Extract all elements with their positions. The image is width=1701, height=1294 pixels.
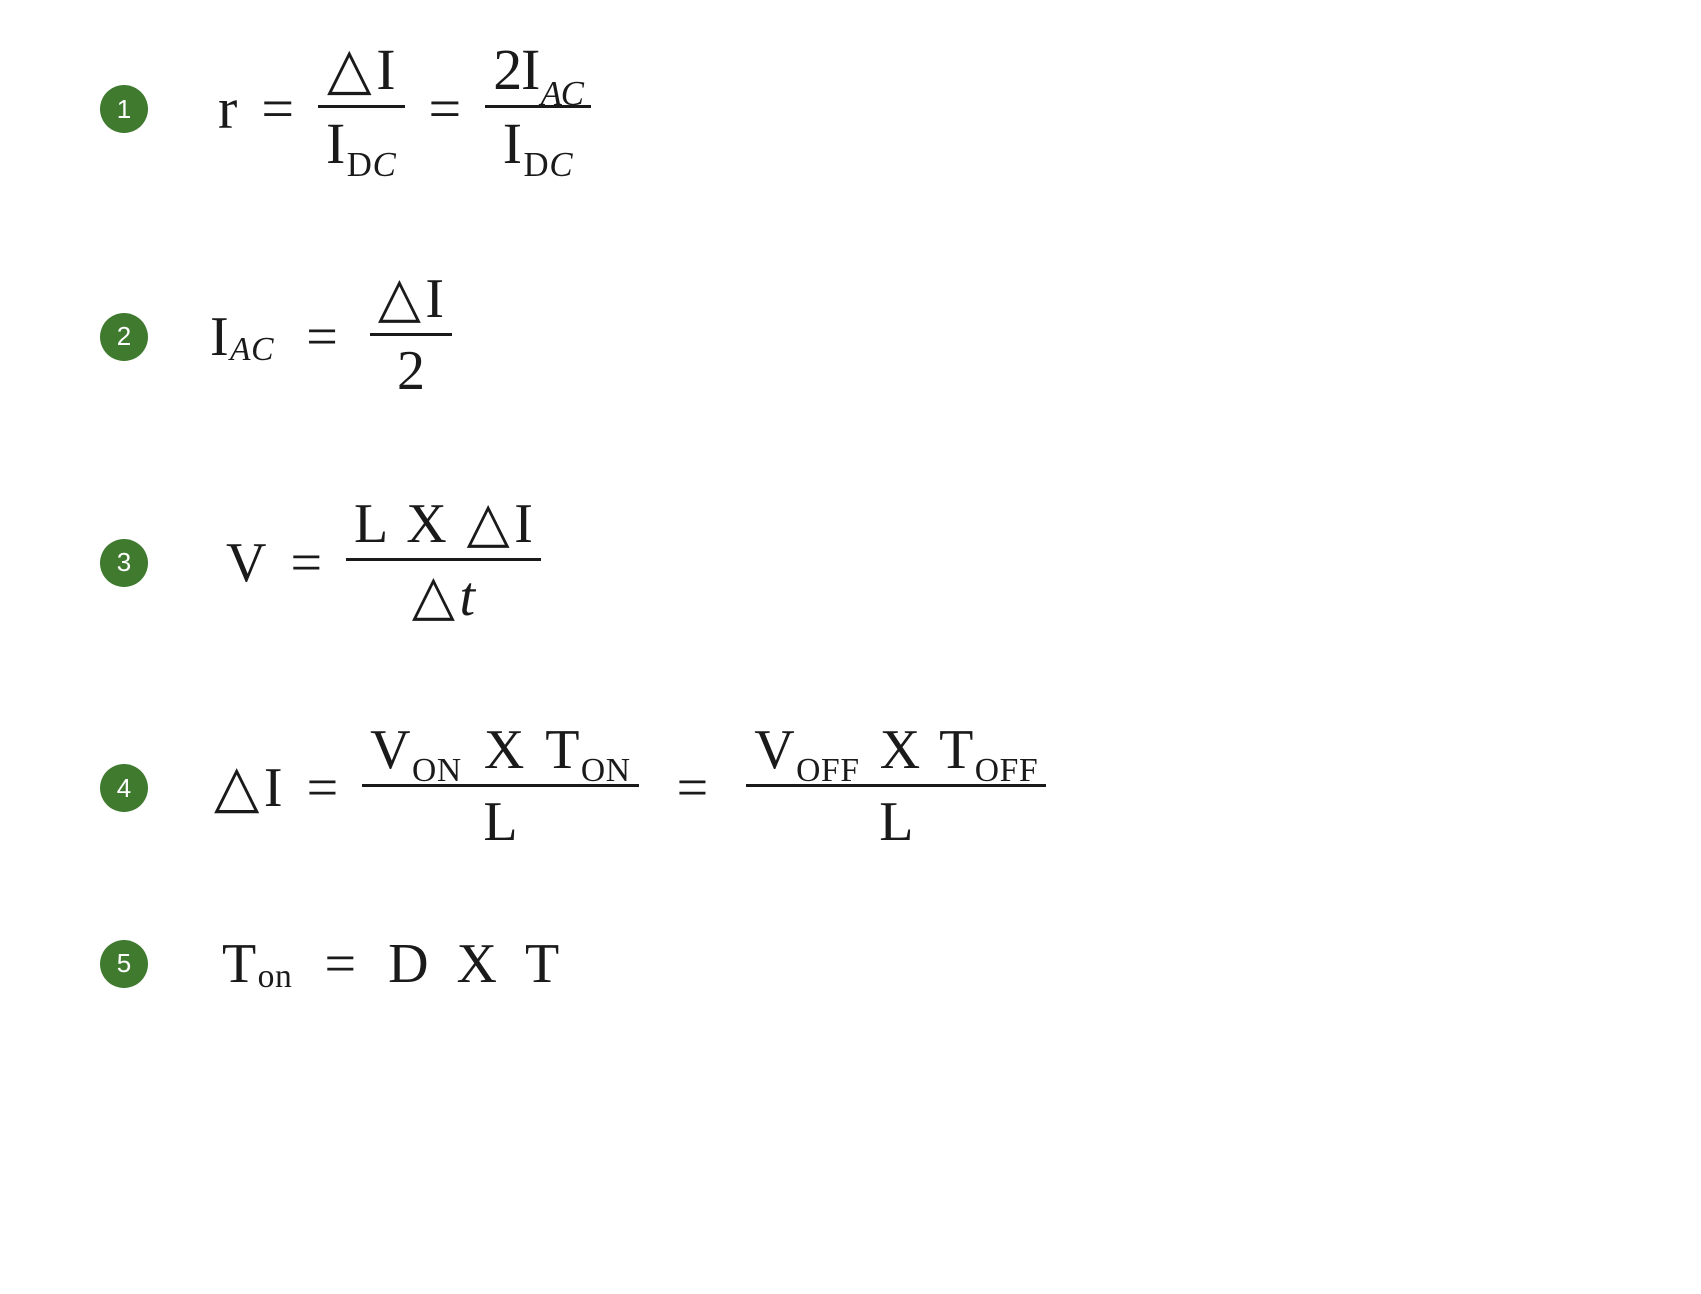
equation-number-badge: 1	[100, 85, 148, 133]
lhs-base: I	[210, 309, 229, 365]
fraction-denominator: IDC	[495, 108, 581, 179]
fraction-numerator: L X △I	[346, 494, 541, 558]
num-var-b-sub: OFF	[975, 752, 1039, 789]
equation-index: 1	[117, 94, 131, 125]
fraction-numerator: VOFF X TOFF	[746, 721, 1046, 784]
equals-sign: =	[311, 936, 371, 992]
lhs-term: △I	[214, 759, 283, 818]
equation-index: 2	[117, 321, 131, 352]
num-var-a-sub: OFF	[796, 752, 860, 789]
equals-sign: =	[423, 80, 468, 138]
delta-icon: △	[378, 268, 421, 327]
fraction: VOFF X TOFF L	[746, 721, 1046, 856]
equation-row: 5 Ton = D X T	[100, 936, 1701, 992]
sub-part: D	[523, 145, 549, 184]
num-b: I	[514, 493, 533, 555]
sub-part: C	[549, 145, 573, 184]
equation-row: 3 V = L X △I △t	[100, 494, 1701, 631]
rhs-a: D	[388, 936, 428, 992]
den-variable: t	[459, 566, 475, 628]
denominator-base: I	[326, 111, 345, 176]
equation-index: 3	[117, 547, 131, 578]
numerator-lead: 2I	[493, 37, 539, 102]
equation-number-badge: 5	[100, 940, 148, 988]
equation-number-badge: 4	[100, 764, 148, 812]
equation-index: 5	[117, 948, 131, 979]
fraction-denominator: IDC	[318, 108, 404, 179]
lhs-subscript: AC	[230, 333, 274, 367]
numerator-subscript: AC	[541, 74, 583, 113]
equals-sign: =	[255, 80, 300, 138]
lhs-variable: r	[218, 80, 237, 138]
equation-body: △I = VON X TON L = VOFF X TOFF	[214, 721, 1046, 856]
num-var-a: V	[754, 719, 794, 781]
num-var-b-sub: ON	[581, 752, 631, 789]
equation-body: V = L X △I △t	[226, 494, 541, 631]
fraction-denominator: L	[475, 787, 525, 856]
denominator-base: I	[503, 111, 522, 176]
denominator-subscript: DC	[523, 145, 573, 184]
fraction-denominator: △t	[404, 561, 483, 631]
equation-body: IAC = △I 2	[210, 269, 452, 405]
num-var-a: V	[370, 719, 410, 781]
fraction-numerator: 2IAC	[485, 40, 591, 105]
num-var-b: T	[545, 719, 579, 781]
denominator-subscript: DC	[347, 145, 397, 184]
equation-row: 4 △I = VON X TON L = VOFF X TOF	[100, 721, 1701, 856]
num-var-a-sub: ON	[412, 752, 462, 789]
times-icon: X	[874, 719, 926, 781]
delta-icon: △	[327, 39, 372, 100]
times-icon: X	[447, 936, 507, 992]
lhs-term: Ton	[222, 936, 293, 992]
lhs-base: T	[222, 936, 256, 992]
lhs-variable: I	[264, 760, 283, 816]
delta-icon: △	[467, 493, 510, 552]
times-icon: X	[400, 493, 452, 555]
lhs-term: IAC	[210, 309, 274, 365]
fraction: VON X TON L	[362, 721, 639, 856]
fraction: 2IAC IDC	[485, 40, 591, 179]
equations-page: 1 r = △I IDC = 2IAC IDC	[0, 0, 1701, 1294]
fraction: △I IDC	[318, 40, 404, 179]
fraction: L X △I △t	[346, 494, 541, 631]
rhs-b: T	[525, 936, 559, 992]
equals-sign: =	[657, 760, 729, 816]
fraction-denominator: 2	[389, 336, 433, 405]
numerator-text: I	[376, 37, 395, 102]
num-a: L	[354, 493, 386, 555]
fraction: △I 2	[370, 269, 452, 405]
equals-sign: =	[301, 760, 345, 816]
equation-body: Ton = D X T	[222, 936, 559, 992]
equation-number-badge: 2	[100, 313, 148, 361]
times-icon: X	[476, 719, 532, 781]
fraction-numerator: VON X TON	[362, 721, 639, 784]
numerator-text: I	[425, 268, 444, 330]
equals-sign: =	[292, 309, 352, 365]
lhs-subscript: on	[258, 960, 293, 994]
equals-sign: =	[284, 535, 328, 591]
equation-index: 4	[117, 773, 131, 804]
equation-body: r = △I IDC = 2IAC IDC	[218, 40, 591, 179]
sub-part: C	[373, 145, 397, 184]
delta-icon: △	[214, 758, 259, 817]
sub-part: D	[347, 145, 373, 184]
equation-number-badge: 3	[100, 539, 148, 587]
delta-icon: △	[412, 566, 455, 625]
equation-row: 1 r = △I IDC = 2IAC IDC	[100, 40, 1701, 179]
lhs-variable: V	[226, 535, 266, 591]
equation-row: 2 IAC = △I 2	[100, 269, 1701, 405]
fraction-numerator: △I	[370, 269, 452, 333]
fraction-numerator: △I	[319, 40, 404, 105]
num-var-b: T	[939, 719, 973, 781]
fraction-denominator: L	[871, 787, 921, 856]
